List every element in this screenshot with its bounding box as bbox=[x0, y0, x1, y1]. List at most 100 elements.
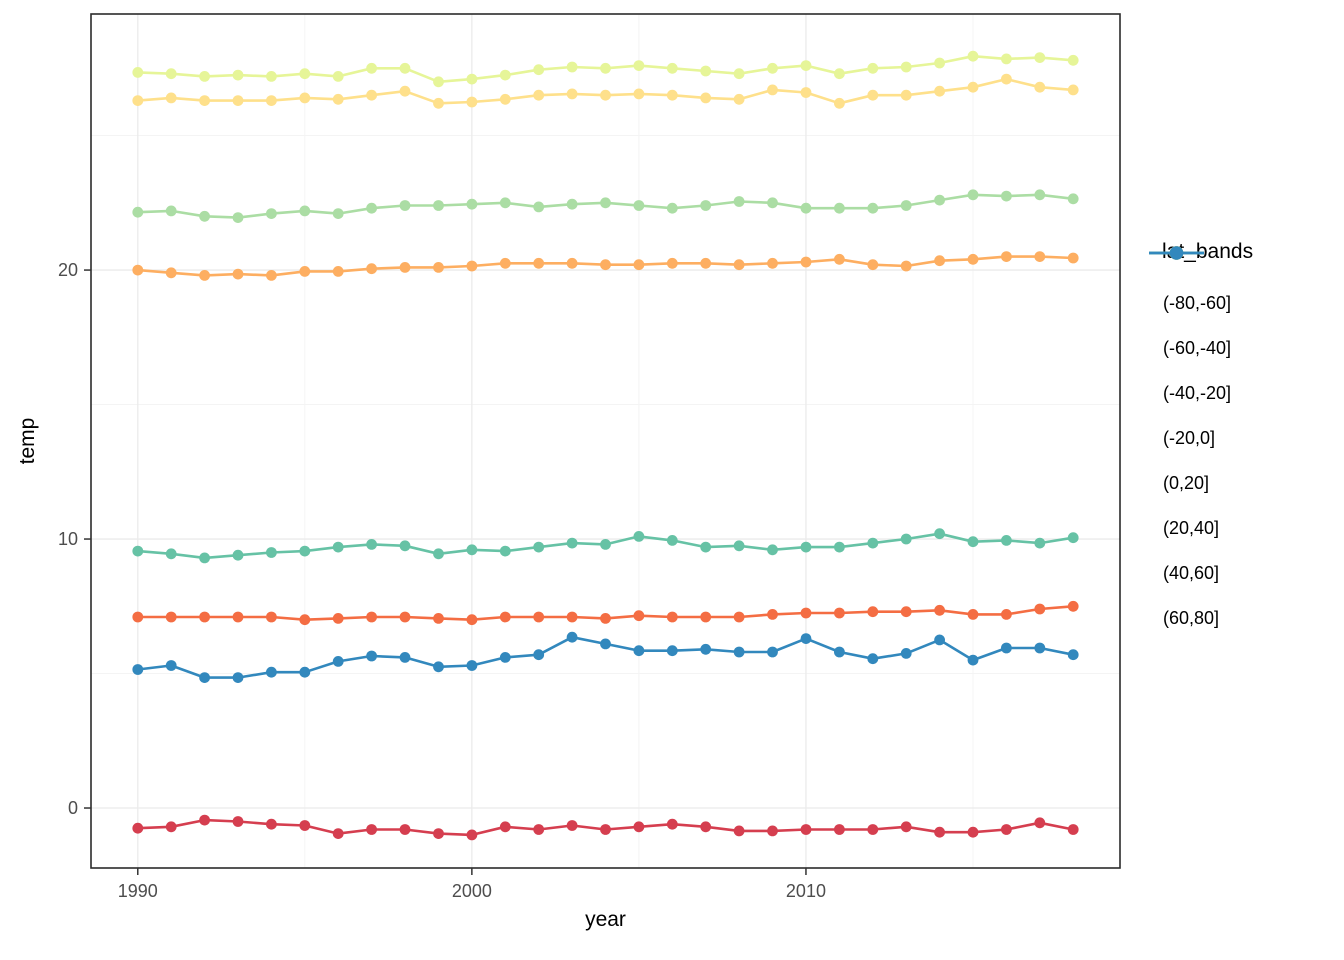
data-point bbox=[266, 547, 277, 558]
data-point bbox=[366, 263, 377, 275]
data-point bbox=[533, 824, 545, 835]
data-point bbox=[633, 259, 645, 271]
data-point bbox=[533, 611, 545, 623]
legend-item-label: (20,40] bbox=[1163, 517, 1220, 538]
data-point bbox=[1001, 535, 1012, 546]
data-point bbox=[266, 95, 277, 106]
data-point bbox=[266, 71, 277, 82]
data-point bbox=[566, 631, 578, 643]
data-point bbox=[700, 92, 712, 104]
data-point bbox=[800, 633, 812, 644]
legend-item-label: (60,80] bbox=[1163, 607, 1220, 628]
data-point bbox=[566, 257, 578, 269]
data-point bbox=[266, 208, 277, 220]
data-point bbox=[199, 814, 211, 826]
data-point bbox=[199, 270, 211, 281]
series bbox=[132, 50, 1079, 88]
data-point bbox=[266, 270, 277, 281]
data-point bbox=[600, 638, 611, 650]
x-tick-label: 1990 bbox=[118, 881, 158, 901]
legend-item-label: (-40,-20] bbox=[1163, 382, 1232, 403]
data-point bbox=[767, 84, 778, 96]
data-point bbox=[800, 541, 812, 553]
grid-minor bbox=[91, 14, 1120, 868]
data-point bbox=[733, 540, 745, 552]
data-point bbox=[834, 68, 845, 80]
y-tick-label: 0 bbox=[68, 798, 78, 818]
data-point bbox=[466, 260, 478, 272]
data-point bbox=[934, 826, 945, 838]
data-point bbox=[566, 537, 578, 549]
data-point bbox=[633, 821, 645, 833]
data-point bbox=[299, 92, 311, 104]
data-point bbox=[132, 664, 144, 675]
data-point bbox=[800, 60, 812, 71]
data-point bbox=[232, 95, 244, 106]
data-point bbox=[834, 253, 845, 265]
series bbox=[132, 528, 1079, 564]
data-point bbox=[1067, 54, 1079, 66]
data-point bbox=[366, 611, 377, 623]
data-point bbox=[232, 69, 244, 81]
data-point bbox=[800, 607, 812, 619]
data-point bbox=[533, 64, 545, 76]
data-point bbox=[900, 821, 912, 833]
legend-item-label: (0,20] bbox=[1163, 472, 1210, 493]
data-point bbox=[767, 257, 778, 269]
data-point bbox=[666, 202, 678, 214]
data-point bbox=[700, 611, 712, 623]
data-point bbox=[132, 264, 144, 276]
data-point bbox=[633, 200, 645, 211]
data-point bbox=[767, 825, 778, 837]
data-point bbox=[299, 545, 311, 557]
data-point bbox=[767, 197, 778, 209]
data-point bbox=[332, 656, 344, 667]
data-point bbox=[366, 202, 377, 214]
data-point bbox=[633, 88, 645, 100]
panel-background bbox=[91, 14, 1120, 868]
data-point bbox=[1067, 600, 1079, 612]
data-point bbox=[232, 672, 244, 683]
data-point bbox=[132, 95, 144, 106]
legend-items: (-80,-60] (-60,-40] (-40,-20] (-20,0] (0,20]… bbox=[1148, 246, 1253, 631]
data-point bbox=[132, 611, 144, 623]
legend-title: lat_bands bbox=[1162, 240, 1254, 263]
data-point bbox=[834, 202, 845, 214]
legend-item-label: (40,60] bbox=[1163, 562, 1220, 583]
data-point bbox=[332, 71, 344, 82]
data-point bbox=[867, 537, 879, 549]
data-point bbox=[232, 816, 244, 827]
data-point bbox=[366, 824, 377, 835]
data-point bbox=[165, 68, 177, 80]
data-point bbox=[332, 613, 344, 624]
data-point bbox=[1034, 817, 1046, 829]
legend-item: (-20,0] bbox=[1148, 246, 1253, 451]
data-point bbox=[800, 256, 812, 268]
data-point bbox=[834, 607, 845, 619]
data-point bbox=[600, 259, 611, 271]
data-point bbox=[165, 821, 177, 833]
data-point bbox=[332, 541, 344, 553]
data-point bbox=[499, 821, 511, 833]
data-point bbox=[867, 824, 879, 835]
data-point bbox=[733, 825, 745, 837]
x-tick-label: 2000 bbox=[452, 881, 492, 901]
legend-item-label: (-60,-40] bbox=[1163, 337, 1232, 358]
x-tick-label: 2010 bbox=[786, 881, 826, 901]
data-point bbox=[366, 89, 377, 101]
data-point bbox=[733, 196, 745, 207]
data-point bbox=[165, 92, 177, 104]
data-point bbox=[332, 828, 344, 839]
data-point bbox=[366, 650, 377, 662]
data-point bbox=[132, 822, 144, 834]
x-axis: 1990 2000 2010 bbox=[118, 868, 826, 901]
panel-border bbox=[90, 13, 1121, 869]
data-point bbox=[299, 266, 311, 277]
data-point bbox=[934, 634, 945, 646]
data-point bbox=[967, 189, 979, 201]
data-point bbox=[666, 62, 678, 74]
data-point bbox=[1067, 252, 1079, 264]
data-point bbox=[266, 818, 277, 830]
data-point bbox=[600, 62, 611, 74]
